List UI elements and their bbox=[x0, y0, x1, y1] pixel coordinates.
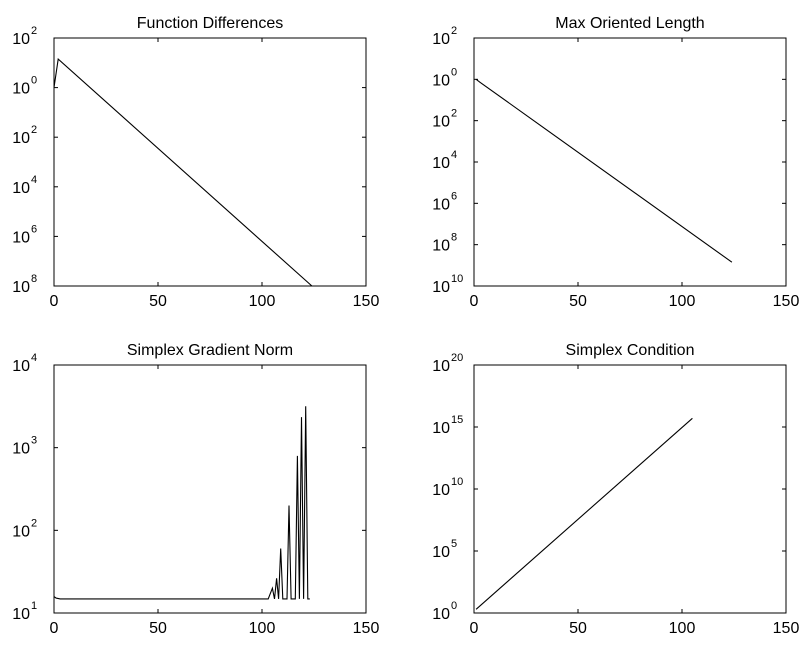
x-tick-label: 0 bbox=[470, 293, 479, 310]
y-tick-label: 10 bbox=[12, 279, 30, 296]
x-tick-label: 100 bbox=[249, 293, 276, 310]
series-line-1 bbox=[475, 78, 733, 263]
y-tick-label: 10 bbox=[12, 180, 30, 197]
x-tick-label: 50 bbox=[149, 620, 167, 637]
axes-frame bbox=[53, 37, 367, 287]
chart-title: Function Differences bbox=[137, 15, 283, 32]
y-tick-label: 10 bbox=[432, 31, 450, 48]
y-tick-label: 10 bbox=[12, 130, 30, 147]
y-tick-label-exponent: 4 bbox=[31, 174, 37, 186]
y-tick-label-exponent: 6 bbox=[31, 223, 37, 235]
x-tick-label: 0 bbox=[50, 293, 59, 310]
y-tick-label-exponent: 2 bbox=[451, 25, 457, 37]
y-tick-label: 10 bbox=[432, 279, 450, 296]
x-tick-label: 0 bbox=[50, 620, 59, 637]
y-tick-label: 10 bbox=[432, 238, 450, 255]
y-tick-label: 10 bbox=[432, 544, 450, 561]
y-tick-label-exponent: 0 bbox=[451, 600, 457, 612]
y-tick-label: 10 bbox=[12, 31, 30, 48]
x-tick-label: 50 bbox=[149, 293, 167, 310]
x-tick-label: 50 bbox=[569, 293, 587, 310]
axes-frame bbox=[473, 364, 787, 614]
series-line-1 bbox=[53, 58, 313, 287]
x-tick-label: 0 bbox=[470, 620, 479, 637]
axes-frame bbox=[53, 364, 367, 614]
x-tick-label: 100 bbox=[669, 293, 696, 310]
y-tick-label-exponent: 8 bbox=[31, 273, 37, 285]
x-tick-label: 150 bbox=[773, 620, 799, 637]
y-tick-label: 10 bbox=[432, 358, 450, 375]
y-tick-label-exponent: 1 bbox=[31, 600, 37, 612]
y-tick-label-exponent: 10 bbox=[451, 476, 463, 488]
x-tick-label: 100 bbox=[249, 620, 276, 637]
chart-title: Simplex Gradient Norm bbox=[127, 342, 293, 359]
y-tick-label-exponent: 2 bbox=[31, 517, 37, 529]
x-tick-label: 150 bbox=[773, 293, 799, 310]
y-tick-label-exponent: 0 bbox=[31, 75, 37, 87]
y-tick-label: 10 bbox=[12, 523, 30, 540]
y-tick-label-exponent: 3 bbox=[31, 435, 37, 447]
y-tick-label-exponent: 6 bbox=[451, 190, 457, 202]
y-tick-label-exponent: 2 bbox=[31, 124, 37, 136]
y-tick-label: 10 bbox=[432, 420, 450, 437]
series-line-1 bbox=[53, 406, 310, 600]
y-tick-label: 10 bbox=[432, 196, 450, 213]
y-tick-label: 10 bbox=[432, 72, 450, 89]
y-tick-label: 10 bbox=[12, 606, 30, 623]
x-tick-label: 150 bbox=[353, 293, 380, 310]
y-tick-label-exponent: 2 bbox=[31, 25, 37, 37]
y-tick-label: 10 bbox=[12, 358, 30, 375]
axes-frame bbox=[473, 37, 787, 287]
y-tick-label: 10 bbox=[432, 482, 450, 499]
x-tick-label: 50 bbox=[569, 620, 587, 637]
y-tick-label: 10 bbox=[432, 114, 450, 131]
chart-title: Max Oriented Length bbox=[555, 15, 704, 32]
y-tick-label-exponent: 2 bbox=[451, 108, 457, 120]
y-tick-label: 10 bbox=[12, 81, 30, 98]
y-tick-label-exponent: 0 bbox=[451, 66, 457, 78]
y-tick-label-exponent: 5 bbox=[451, 538, 457, 550]
y-tick-label: 10 bbox=[432, 155, 450, 172]
chart-title: Simplex Condition bbox=[566, 342, 695, 359]
series-line-1 bbox=[475, 417, 693, 610]
y-tick-label: 10 bbox=[12, 229, 30, 246]
x-tick-label: 150 bbox=[353, 620, 380, 637]
y-tick-label-exponent: 20 bbox=[451, 352, 463, 364]
x-tick-label: 100 bbox=[669, 620, 696, 637]
y-tick-label-exponent: 8 bbox=[451, 232, 457, 244]
y-tick-label-exponent: 4 bbox=[31, 352, 37, 364]
y-tick-label: 10 bbox=[12, 441, 30, 458]
y-tick-label-exponent: 10 bbox=[451, 273, 463, 285]
y-tick-label: 10 bbox=[432, 606, 450, 623]
y-tick-label-exponent: 4 bbox=[451, 149, 457, 161]
y-tick-label-exponent: 15 bbox=[451, 414, 463, 426]
